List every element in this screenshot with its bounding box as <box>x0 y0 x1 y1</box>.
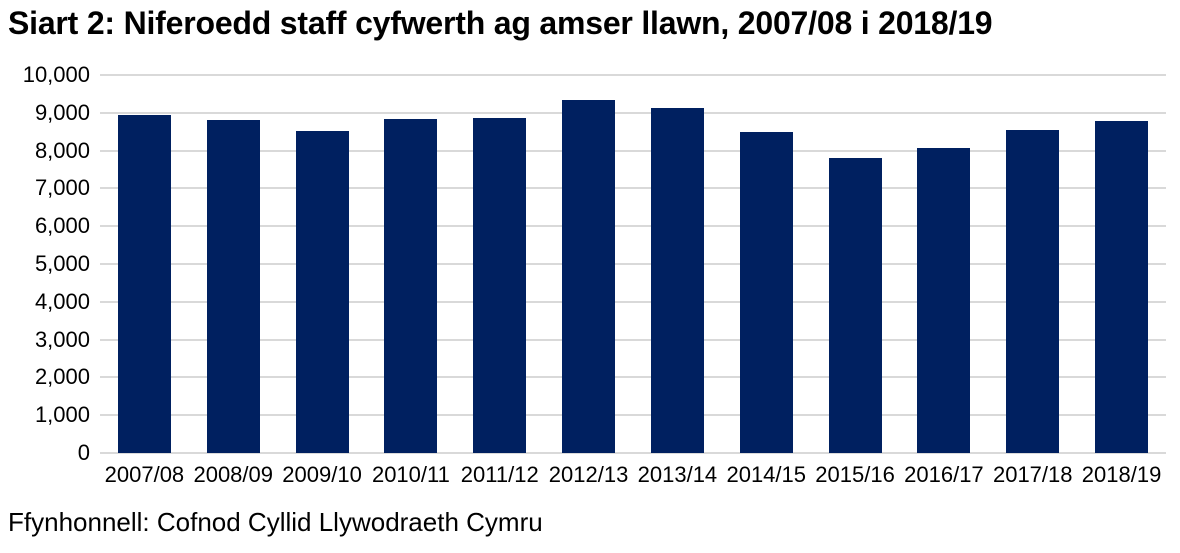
gridline <box>100 376 1166 379</box>
gridline <box>100 263 1166 265</box>
x-axis-tick-label: 2013/14 <box>637 462 718 487</box>
chart-title: Siart 2: Niferoedd staff cyfwerth ag ams… <box>8 5 993 41</box>
gridline <box>100 300 1166 303</box>
x-axis-tick-label: 2015/16 <box>815 462 895 487</box>
y-axis-tick-label: 5,000 <box>34 251 90 276</box>
y-axis-tick-label: 3,000 <box>34 326 90 352</box>
gridline <box>100 149 1166 152</box>
x-axis-tick-label: 2010/11 <box>371 462 450 487</box>
gridline <box>100 187 1166 190</box>
gridline <box>100 338 1166 341</box>
bar-2008-09 <box>206 119 260 453</box>
bar-2013-14 <box>650 107 704 453</box>
y-axis-tick-label: 7,000 <box>34 175 90 201</box>
bar-2012-13 <box>562 99 616 453</box>
plot-area <box>100 74 1166 454</box>
bar-2014-15 <box>739 132 793 453</box>
x-axis-tick-label: 2008/09 <box>193 462 273 487</box>
gridline <box>100 452 1166 454</box>
x-axis-tick-label: 2016/17 <box>904 462 984 487</box>
bar-2015-16 <box>828 157 882 453</box>
bar-2011-12 <box>473 118 527 453</box>
gridline <box>100 225 1166 228</box>
y-axis-tick-label: 4,000 <box>34 288 90 314</box>
y-axis-tick-label: 10,000 <box>22 62 90 87</box>
x-axis-tick-label: 2017/18 <box>992 462 1073 487</box>
bar-2017-18 <box>1006 130 1060 453</box>
y-axis-tick-label: 0 <box>77 440 90 465</box>
y-axis-tick-label: 9,000 <box>34 99 90 125</box>
y-axis-tick-label: 6,000 <box>34 213 90 239</box>
bar-2016-17 <box>917 148 971 453</box>
y-axis-tick-label: 1,000 <box>34 402 90 428</box>
y-axis-tick-label: 8,000 <box>34 137 90 163</box>
bar-2009-10 <box>295 130 349 453</box>
bar-2007-08 <box>117 114 171 453</box>
gridline <box>100 74 1166 76</box>
x-axis-tick-label: 2007/08 <box>104 462 185 487</box>
x-axis-tick-label: 2009/10 <box>282 462 362 487</box>
x-axis-tick-label: 2014/15 <box>726 462 806 487</box>
gridline <box>100 414 1166 417</box>
y-axis-tick-label: 2,000 <box>34 364 90 390</box>
bar-2010-11 <box>384 119 438 453</box>
gridline <box>100 111 1166 114</box>
bar-2018-19 <box>1095 121 1149 453</box>
source-note: Ffynhonnell: Cofnod Cyllid Llywodraeth C… <box>8 507 543 537</box>
x-axis-tick-label: 2011/12 <box>460 462 539 487</box>
x-axis-tick-label: 2012/13 <box>548 462 629 487</box>
x-axis-tick-label: 2018/19 <box>1081 462 1162 487</box>
